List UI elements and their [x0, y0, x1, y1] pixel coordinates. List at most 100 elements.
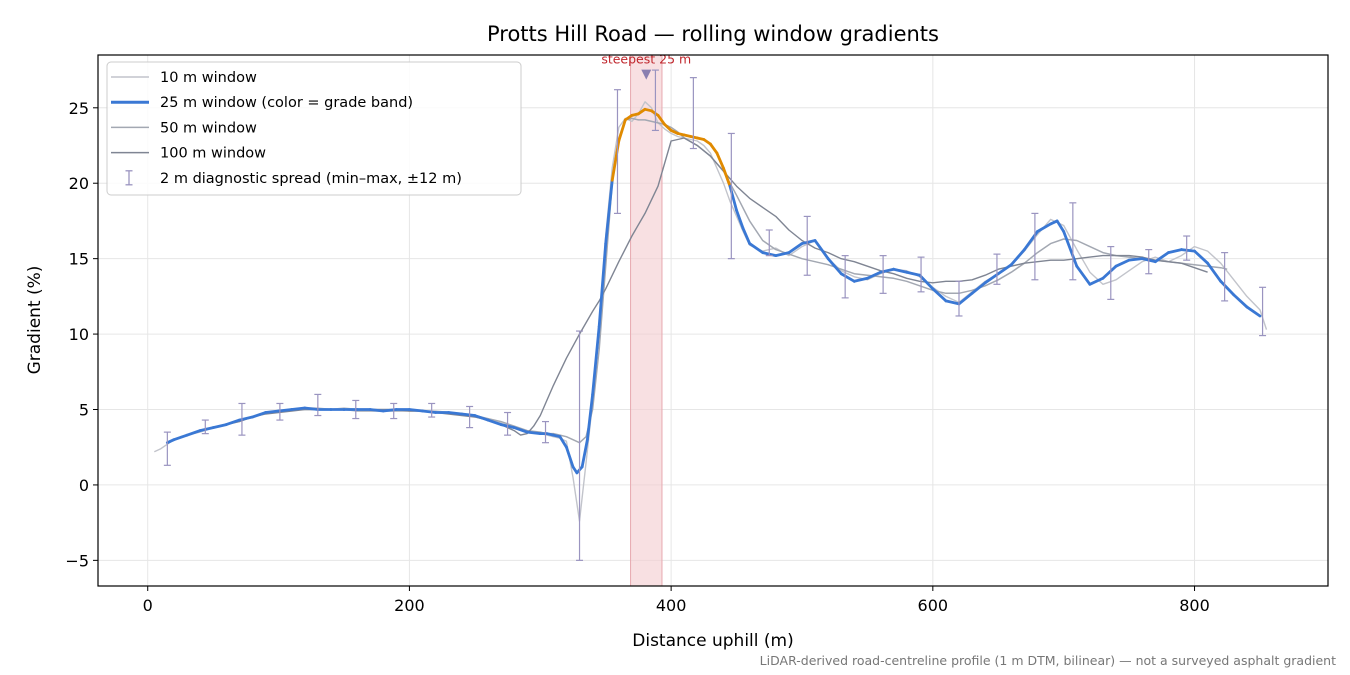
series-segment-w25 [617, 118, 627, 143]
series-segment-w25 [1009, 248, 1026, 267]
series-segment-w25 [957, 291, 974, 306]
series-segment-w25 [866, 270, 882, 280]
series-segment-w25 [512, 426, 529, 434]
series-segment-w25 [1088, 276, 1105, 286]
series-segment-w25 [918, 273, 935, 291]
y-tick-label: 5 [79, 401, 89, 420]
series-segment-w25 [1166, 248, 1183, 255]
series-segment-w25 [597, 242, 608, 328]
series-segment-w25 [1206, 261, 1223, 283]
series-segment-w25 [715, 151, 725, 170]
series-segment-w25 [852, 276, 869, 283]
series-segment-w25 [290, 406, 307, 411]
series-segment-w25 [722, 166, 732, 188]
series-segment-w25 [1023, 230, 1039, 251]
series-segment-w25 [264, 409, 280, 414]
series-segment-w25 [277, 408, 294, 413]
series-segment-w25 [1153, 251, 1170, 264]
series-segment-w25 [879, 267, 895, 274]
series-segment-w25 [656, 113, 666, 126]
y-tick-label: 10 [69, 325, 89, 344]
series-segment-w25 [892, 267, 909, 274]
series-segment-w25 [224, 418, 241, 426]
chart-title: Protts Hill Road — rolling window gradie… [487, 22, 939, 46]
series-segment-w25 [826, 257, 843, 276]
series-segment-w25 [735, 208, 745, 230]
series-segment-w25 [172, 433, 189, 442]
series-segment-w25 [1232, 293, 1249, 309]
series-segment-w25 [708, 142, 719, 155]
x-tick-label: 600 [918, 596, 949, 615]
error-bars [163, 69, 1267, 561]
series-segment-w25 [473, 414, 490, 422]
x-tick-label: 400 [656, 596, 687, 615]
series-segment-w25 [1180, 248, 1196, 253]
x-axis-label: Distance uphill (m) [632, 631, 793, 651]
series-segment-w25 [1062, 230, 1079, 268]
series-segment-w25 [580, 438, 589, 469]
series-segment-w25 [486, 418, 503, 426]
series-segment-w25 [381, 408, 398, 413]
series-segment-w25 [185, 429, 202, 437]
series-segment-w25 [460, 412, 477, 417]
series-segment-w25 [983, 272, 1000, 285]
series-segment-w25 [211, 423, 228, 430]
legend-label: 50 m window [160, 120, 257, 136]
series-segment-w25 [368, 408, 385, 413]
series-segment-w25 [1219, 279, 1236, 297]
legend-label: 100 m window [160, 146, 266, 162]
steepest-label: steepest 25 m [601, 52, 691, 67]
series-segment-w25 [1114, 258, 1131, 268]
x-tick-label: 200 [394, 596, 425, 615]
series-segment-w25 [741, 227, 752, 245]
x-tick-label: 800 [1179, 596, 1210, 615]
highlight-band [630, 54, 663, 587]
series-segment-w25 [1101, 264, 1118, 280]
legend: 10 m window 25 m window (color = grade ba… [106, 61, 522, 196]
series-segment-w25 [558, 435, 568, 449]
steepest-highlight-band [630, 54, 663, 587]
series-segment-w25 [813, 239, 830, 261]
series-segment-w25 [1127, 257, 1144, 262]
y-tick-label: 25 [69, 99, 89, 118]
y-tick-label: 20 [69, 174, 89, 193]
series-segment-w25 [198, 426, 215, 433]
series-segment-w25 [996, 263, 1013, 276]
x-tick-label: 0 [143, 596, 153, 615]
series-segment-w25 [421, 409, 437, 414]
y-axis-label: Gradient (%) [25, 266, 45, 375]
series-segment-w25 [1036, 222, 1052, 233]
steepest-marker [641, 69, 652, 80]
series-segment-w25 [251, 411, 267, 419]
plot-frame [97, 54, 1329, 587]
series-segment-w25 [604, 178, 614, 245]
series-segment-w25 [303, 406, 320, 411]
annotation: steepest 25 m [601, 52, 691, 80]
legend-label: 2 m diagnostic spread (min–max, ±12 m) [160, 171, 462, 187]
series-lines [154, 101, 1268, 522]
legend-label: 10 m window [160, 70, 257, 86]
y-tick-label: 15 [69, 250, 89, 269]
series-segment-w25 [800, 239, 817, 245]
series-segment-w25 [1075, 264, 1092, 286]
series-segment-w25 [408, 408, 424, 413]
series-segment-w25 [585, 393, 595, 442]
series-segment-w25 [591, 325, 601, 396]
series-segment-w25 [905, 270, 922, 277]
y-tick-label: 0 [79, 476, 89, 495]
series-segment-w25 [839, 272, 856, 283]
series-segment-w25 [1055, 219, 1066, 233]
legend-box [106, 61, 522, 196]
series-segment-w25 [565, 445, 575, 469]
series-segment-w25 [663, 122, 673, 132]
series-segment-w25 [1245, 305, 1262, 318]
series-segment-w25 [774, 251, 791, 258]
legend-label: 25 m window (color = grade band) [160, 95, 413, 111]
series-segment-w25 [525, 430, 542, 436]
y-tick-label: −5 [65, 551, 89, 570]
series-segment-w25 [447, 411, 464, 416]
series-segment-w25 [1193, 249, 1210, 265]
series-segment-w25 [237, 415, 254, 422]
series-segment-w25 [748, 242, 765, 255]
